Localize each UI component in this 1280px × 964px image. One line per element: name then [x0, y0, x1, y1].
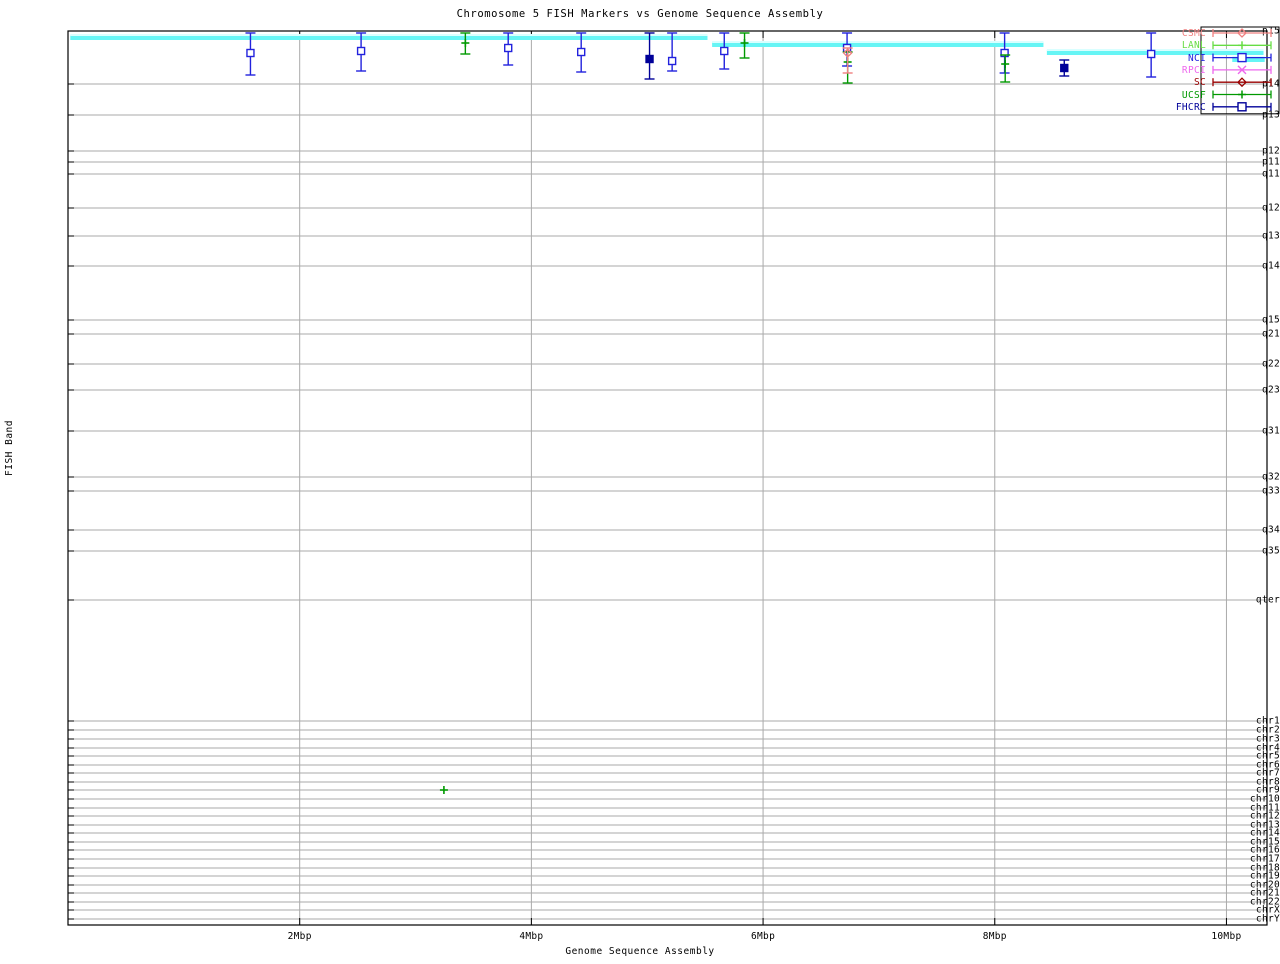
- y-axis-tick-label: q33: [1261, 485, 1280, 497]
- legend-item-rpci[interactable]: RPCI: [1092, 65, 1272, 76]
- legend-label: LANL: [1181, 40, 1206, 52]
- y-axis-tick-label: chr4: [1255, 742, 1280, 754]
- y-axis-tick-label: chr6: [1255, 759, 1280, 771]
- x-axis-tick-label: 2Mbp: [287, 931, 312, 942]
- y-axis-tick-label: q32: [1261, 471, 1280, 483]
- chart-title: Chromosome 5 FISH Markers vs Genome Sequ…: [456, 8, 824, 20]
- x-axis-tick-label: 10Mbp: [1211, 931, 1242, 942]
- x-axis-tick-label: 6Mbp: [751, 931, 776, 942]
- plot-frame: [67, 30, 1268, 926]
- legend-label: SC: [1193, 77, 1206, 89]
- y-axis-tick-label: chr21: [1249, 887, 1280, 899]
- y-axis-tick-label: q13: [1261, 230, 1280, 242]
- y-axis-tick-label: q21: [1261, 328, 1280, 340]
- y-axis-tick-label: q31: [1261, 425, 1280, 437]
- legend-marker-fhcrc: [1237, 102, 1247, 112]
- assembly-band-segment: [712, 42, 1044, 47]
- legend-label: FHCRC: [1175, 101, 1206, 113]
- y-axis-tick-label: q34: [1261, 524, 1280, 536]
- y-axis-tick-label: chr12: [1249, 810, 1280, 822]
- assembly-band-segment: [70, 35, 708, 40]
- y-axis-tick-label: chr13: [1249, 819, 1280, 831]
- legend-marker-nci: [1237, 52, 1247, 63]
- assembly-band-highlight: [70, 34, 708, 36]
- legend-box: [1200, 26, 1280, 115]
- marker-NCI: [1146, 49, 1156, 59]
- y-axis-tick-label: chr22: [1249, 896, 1280, 908]
- y-axis-tick-label: q14: [1261, 260, 1280, 272]
- y-axis-tick-label: chr5: [1255, 750, 1280, 762]
- legend-marker-rpci: [1237, 65, 1247, 75]
- legend-item-sc[interactable]: SC: [1092, 77, 1272, 88]
- y-axis-tick-label: chr14: [1249, 827, 1280, 839]
- x-axis-tick-label: 4Mbp: [519, 931, 544, 942]
- y-axis-tick-label: chr11: [1249, 802, 1280, 814]
- y-axis-tick-label: q22: [1261, 358, 1280, 370]
- y-axis-tick-label: chr7: [1255, 767, 1280, 779]
- y-axis-tick-label: chr9: [1255, 784, 1280, 796]
- y-axis-tick-label: chrX: [1255, 904, 1280, 916]
- y-axis-tick-label: chr16: [1249, 844, 1280, 856]
- legend-item-fhcrc[interactable]: FHCRC: [1092, 102, 1272, 113]
- marker-NCI: [720, 46, 729, 56]
- y-axis-tick-label: chr8: [1255, 776, 1280, 788]
- legend-label: NCI: [1187, 52, 1206, 64]
- legend-item-csmc[interactable]: CSMC: [1092, 28, 1272, 39]
- marker-NCI: [356, 46, 366, 56]
- y-axis-tick-label: q23: [1261, 384, 1280, 396]
- marker-NCI: [246, 48, 255, 58]
- y-axis-tick-label: q12: [1261, 202, 1280, 214]
- marker-CSMC: [842, 48, 853, 58]
- y-axis-tick-label: p11: [1261, 156, 1280, 168]
- y-axis-tick-label: q35: [1261, 545, 1280, 557]
- legend-marker-sc: [1237, 77, 1247, 88]
- y-axis-tick-label: chr10: [1249, 793, 1280, 805]
- y-axis-tick-label: q15: [1261, 314, 1280, 326]
- y-axis-tick-label: chr2: [1255, 724, 1280, 736]
- marker-FHCRC: [1060, 63, 1069, 73]
- y-axis-tick-label: chr20: [1249, 879, 1280, 891]
- marker-FHCRC: [645, 54, 654, 64]
- marker-NCI: [667, 56, 677, 66]
- y-axis-tick-label: chr19: [1249, 870, 1280, 882]
- assembly-band-segment: [1232, 57, 1265, 62]
- y-axis-tick-label: chrY: [1255, 913, 1280, 925]
- assembly-band-highlight: [712, 41, 1044, 43]
- y-axis-tick-label: chr17: [1249, 853, 1280, 865]
- legend-item-lanl[interactable]: LANL: [1092, 40, 1272, 51]
- y-axis-tick-label: p12: [1261, 145, 1280, 157]
- marker-NCI: [576, 47, 586, 57]
- legend-label: UCSF: [1181, 89, 1206, 101]
- y-axis-tick-label: chr15: [1249, 836, 1280, 848]
- y-axis-tick-label: chr1: [1255, 715, 1280, 727]
- y-axis-tick-label: chr3: [1255, 733, 1280, 745]
- legend-item-nci[interactable]: NCI: [1092, 53, 1272, 64]
- legend-label: RPCI: [1181, 64, 1206, 76]
- x-axis-label: Genome Sequence Assembly: [565, 946, 715, 957]
- marker-NCI: [504, 43, 513, 53]
- legend-marker-csmc: [1237, 28, 1247, 38]
- y-axis-tick-label: qter: [1255, 594, 1280, 606]
- y-axis-tick-label: p13: [1261, 109, 1280, 121]
- y-axis-tick-label: chr18: [1249, 862, 1280, 874]
- legend-item-ucsf[interactable]: UCSF: [1092, 90, 1272, 101]
- y-axis-tick-label: q11: [1261, 168, 1280, 180]
- x-axis-tick-label: 8Mbp: [982, 931, 1007, 942]
- legend-label: CSMC: [1181, 28, 1206, 39]
